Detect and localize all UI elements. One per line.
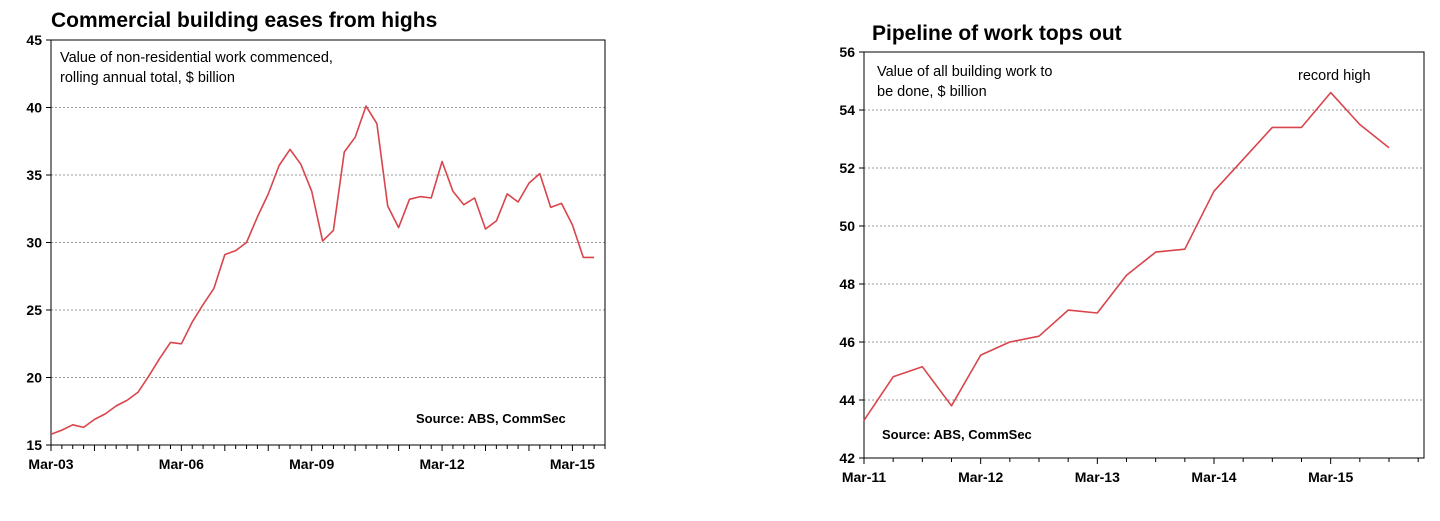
y-tick-label: 35 — [26, 167, 42, 183]
x-tick-label: Mar-06 — [159, 456, 204, 472]
y-tick-label: 54 — [839, 102, 855, 118]
y-tick-label: 42 — [839, 450, 855, 466]
x-tick-label: Mar-09 — [289, 456, 334, 472]
chart-title: Commercial building eases from highs — [51, 9, 437, 32]
chart-commercial-building: Commercial building eases from highs 15 2… — [26, 9, 606, 472]
y-tick-label: 50 — [839, 218, 855, 234]
chart-title: Pipeline of work tops out — [872, 22, 1122, 45]
x-tick-label: Mar-12 — [958, 469, 1003, 485]
x-tick-label: Mar-14 — [1191, 469, 1236, 485]
y-tick-label: 15 — [26, 437, 42, 453]
y-tick-label: 44 — [839, 392, 855, 408]
x-tick-label: Mar-15 — [1308, 469, 1353, 485]
y-tick-label: 20 — [26, 370, 42, 386]
plot-frame — [50, 39, 606, 446]
x-tick-label: Mar-12 — [419, 456, 464, 472]
source-note: Source: ABS, CommSec — [416, 411, 566, 426]
source-note: Source: ABS, CommSec — [882, 427, 1032, 442]
series-line — [50, 105, 595, 435]
gridlines — [864, 109, 1424, 401]
x-tick-label: Mar-03 — [28, 456, 73, 472]
y-tick-label: 40 — [26, 100, 42, 116]
annotation-line-2: be done, $ billion — [877, 84, 987, 100]
chart-pipeline-of-work: Pipeline of work tops out 42 44 46 48 50 52 54… — [839, 22, 1425, 485]
plot-frame — [863, 51, 1425, 459]
y-tick-label: 52 — [839, 160, 855, 176]
y-tick-label: 30 — [26, 235, 42, 251]
gridlines — [51, 107, 605, 378]
annotation-line-1: Value of all building work to — [877, 64, 1052, 80]
x-tick-label: Mar-13 — [1075, 469, 1120, 485]
y-tick-label: 46 — [839, 334, 855, 350]
series-line — [863, 91, 1390, 421]
y-tick-label: 45 — [26, 32, 42, 48]
y-tick-label: 56 — [839, 44, 855, 60]
y-tick-label: 48 — [839, 276, 855, 292]
y-tick-label: 25 — [26, 302, 42, 318]
annotation-line-2: rolling annual total, $ billion — [60, 70, 235, 86]
x-tick-label: Mar-15 — [550, 456, 595, 472]
x-tick-label: Mar-11 — [842, 469, 887, 485]
record-high-callout: record high — [1298, 68, 1371, 84]
axis-ticks: 42 44 46 48 50 52 54 56 Mar-11 Mar-12 Mar-13 Mar-14… — [839, 44, 1419, 485]
annotation-line-1: Value of non-residential work commenced, — [60, 50, 333, 66]
axis-ticks: 15 20 25 30 35 40 45 Mar-03 Mar-06 Mar-09 Mar-12 Ma… — [26, 32, 606, 472]
